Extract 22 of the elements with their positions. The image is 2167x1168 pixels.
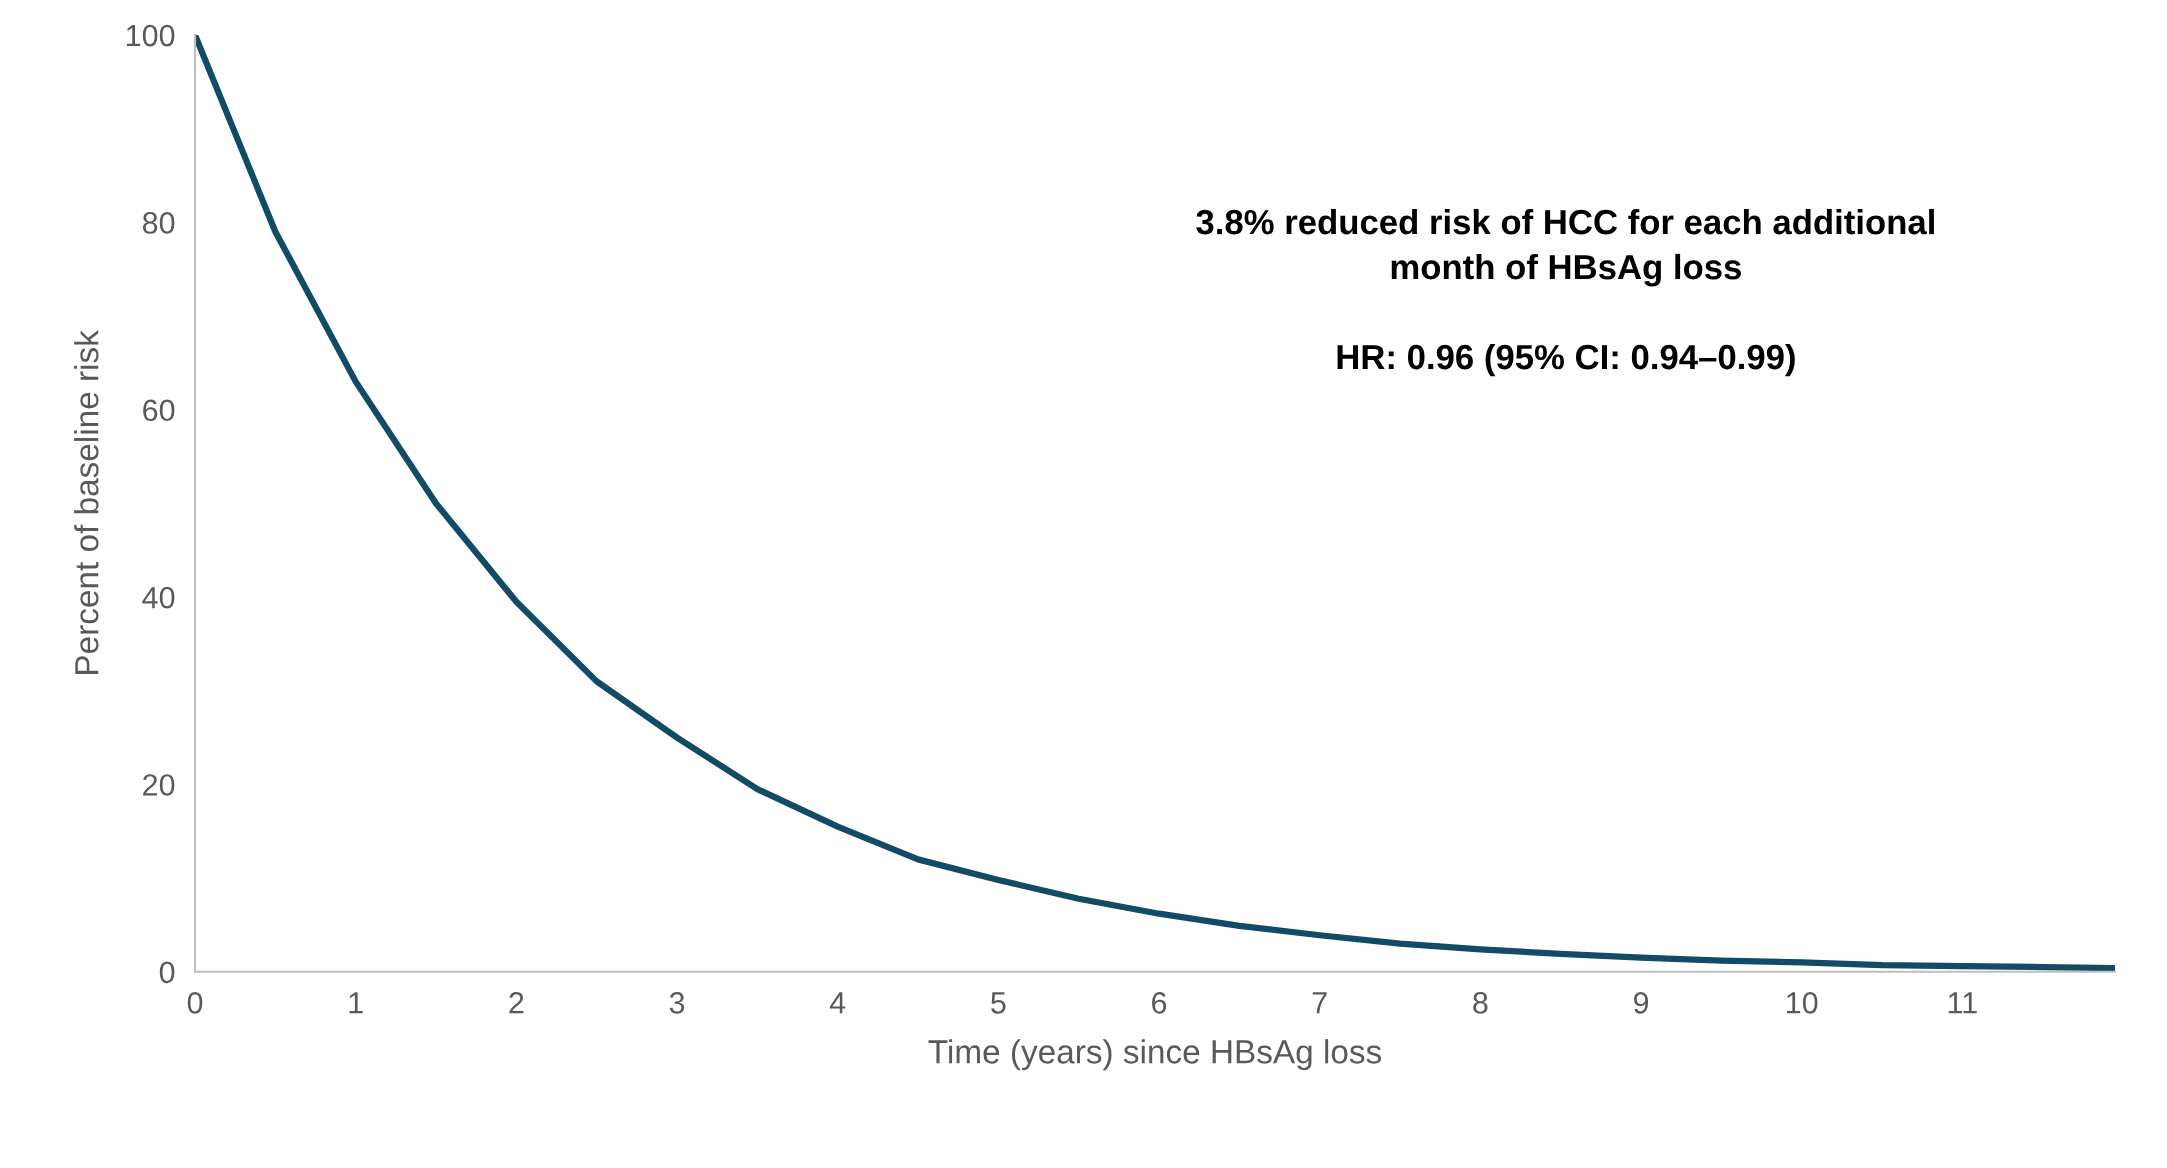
y-tick-label: 40 [142,586,175,609]
annotation: 3.8% reduced risk of HCC for each additional month of HBsAg loss [1196,208,1934,287]
x-tick-label: 7 [1312,992,1327,1014]
y-axis-title: Percent of baseline risk [74,330,99,674]
x-tick-label: 1 [349,992,363,1014]
x-axis-title: Time (years) since HBsAg loss [928,1039,1382,1071]
x-tick-label: 2 [509,992,524,1014]
y-tick-label: 60 [143,399,175,422]
y-tick-label: 80 [142,212,175,234]
y-tick-label: 0 [159,961,175,984]
x-tick-label: 0 [187,992,203,1014]
y-tick-label: 20 [143,774,175,796]
annotation: HR: 0.96 (95% CI: 0.94–0.99) [1337,343,1795,377]
x-tick-label: 3 [669,992,685,1014]
x-tick-label: 9 [1633,992,1649,1014]
y-tick-label: 100 [126,24,175,47]
x-tick-label: 10 [1787,992,1818,1014]
x-tick-label: 6 [1152,992,1167,1014]
x-tick-label: 11 [1948,992,1977,1014]
x-tick-label: 8 [1473,992,1488,1014]
x-tick-label: 4 [829,992,846,1014]
x-tick-label: 5 [991,992,1006,1014]
